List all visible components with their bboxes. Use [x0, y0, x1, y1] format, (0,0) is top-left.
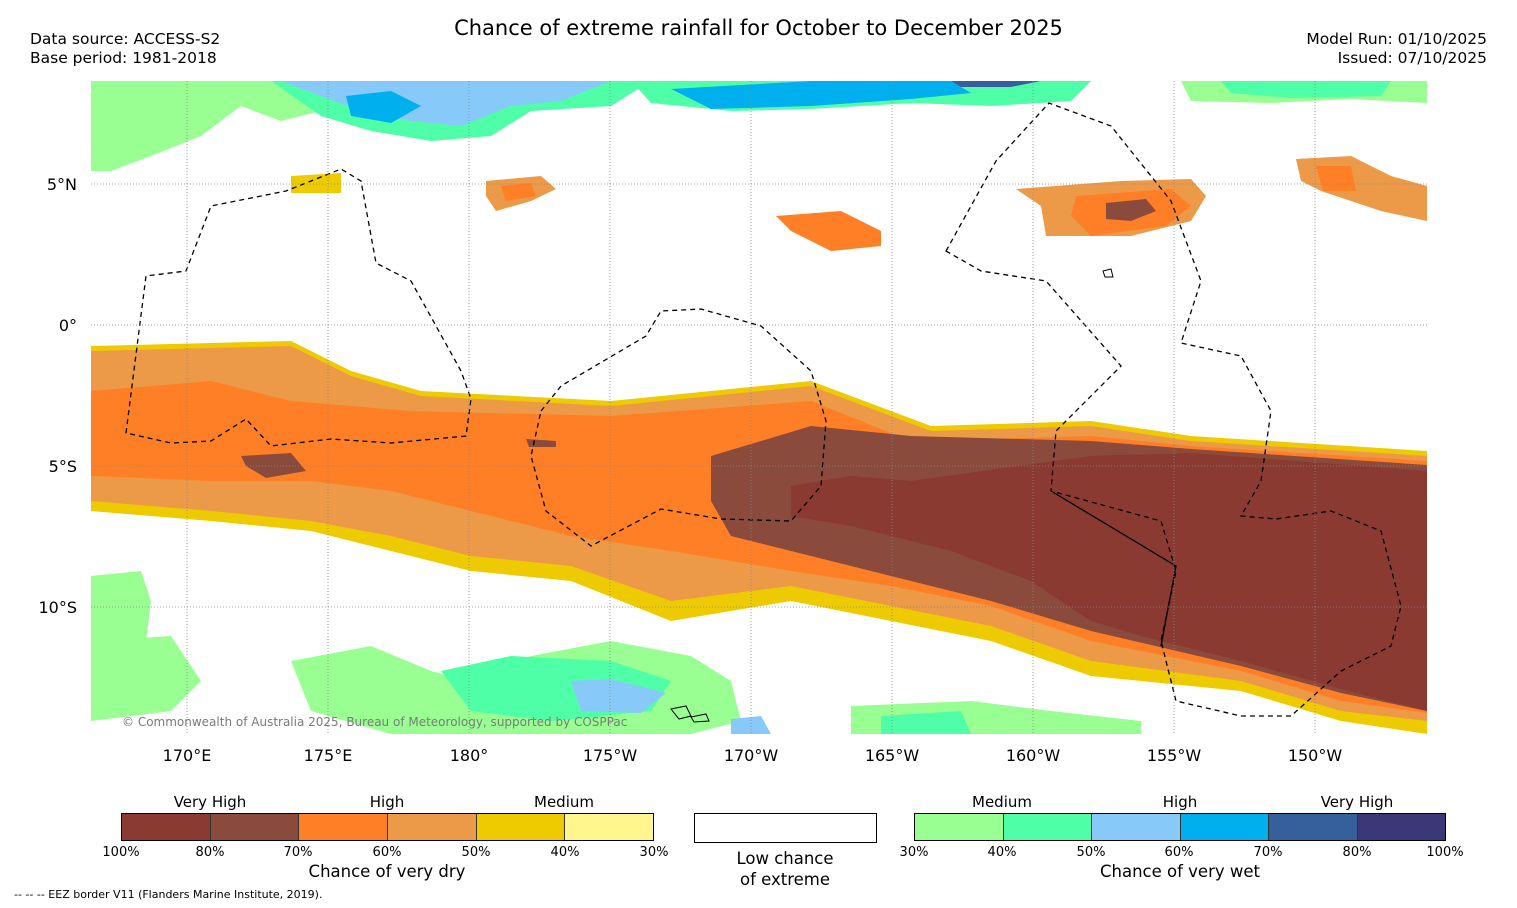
lon-label-170e: 170°E — [162, 746, 212, 765]
lon-label-165w: 165°W — [864, 746, 920, 765]
rainfall-map[interactable] — [91, 81, 1427, 734]
dry-tick-50: 50% — [461, 845, 491, 860]
dry-tick-30: 30% — [639, 845, 669, 860]
low-chance-swatch — [694, 813, 877, 843]
dry-patches-north — [291, 156, 1427, 251]
wet-swatch-1 — [915, 814, 1004, 840]
low-chance-line2: of extreme — [739, 870, 831, 889]
wet-tick-80: 80% — [1342, 845, 1372, 860]
lon-label-175w: 175°W — [582, 746, 638, 765]
dry-tick-70: 70% — [283, 845, 313, 860]
dry-caption: Chance of very dry — [308, 862, 466, 881]
dry-swatch-4 — [388, 814, 477, 840]
lon-label-150w: 150°W — [1287, 746, 1343, 765]
dry-tick-40: 40% — [550, 845, 580, 860]
data-source: Data source: ACCESS-S2 — [30, 30, 221, 48]
base-period: Base period: 1981-2018 — [30, 49, 217, 67]
dry-swatch-2 — [210, 814, 300, 840]
wet-tick-60: 60% — [1164, 845, 1194, 860]
low-chance-line1: Low chance — [736, 849, 834, 868]
lat-label-5s: 5°S — [48, 457, 77, 476]
dry-category-very-high: Very High — [173, 793, 247, 811]
dry-tick-60: 60% — [372, 845, 402, 860]
wet-region-south — [91, 571, 1141, 734]
lon-label-160w: 160°W — [1005, 746, 1061, 765]
dry-tick-100: 100% — [102, 845, 140, 860]
lon-label-155w: 155°W — [1146, 746, 1202, 765]
wet-category-very-high: Very High — [1320, 793, 1394, 811]
eez-borders — [125, 102, 1402, 717]
dry-category-high: High — [369, 793, 405, 811]
wet-tick-30: 30% — [899, 845, 929, 860]
graticule — [91, 81, 1427, 734]
lon-label-175e: 175°E — [303, 746, 353, 765]
lon-label-180: 180° — [449, 746, 489, 765]
dry-tick-80: 80% — [195, 845, 225, 860]
lat-label-5n: 5°N — [46, 175, 77, 194]
wet-swatch-5 — [1269, 814, 1358, 840]
low-chance-caption: Low chance of extreme — [685, 848, 885, 890]
wet-swatch-3 — [1092, 814, 1181, 840]
meta-right: Model Run: 01/10/2025 Issued: 07/10/2025 — [1306, 30, 1487, 68]
issued-date: Issued: 07/10/2025 — [1337, 49, 1487, 67]
dry-band-equatorial — [91, 341, 1427, 734]
dry-swatch-1 — [122, 814, 211, 840]
wet-tick-40: 40% — [987, 845, 1017, 860]
dry-swatch-6 — [565, 814, 654, 840]
eez-footnote: -- -- -- EEZ border V11 (Flanders Marine… — [14, 888, 323, 901]
wet-region-north — [91, 81, 1427, 171]
wet-colorbar — [914, 813, 1446, 841]
wet-tick-50: 50% — [1076, 845, 1106, 860]
wet-category-medium: Medium — [972, 793, 1032, 811]
model-run: Model Run: 01/10/2025 — [1306, 30, 1487, 48]
lon-label-170w: 170°W — [723, 746, 779, 765]
lat-label-0: 0° — [58, 316, 77, 335]
dry-category-medium: Medium — [534, 793, 594, 811]
wet-tick-70: 70% — [1253, 845, 1283, 860]
wet-swatch-4 — [1180, 814, 1269, 840]
dry-swatch-5 — [476, 814, 566, 840]
eez-solid-border — [1050, 490, 1177, 647]
copyright-notice: © Commonwealth of Australia 2025, Bureau… — [122, 715, 628, 729]
wet-swatch-2 — [1003, 814, 1092, 840]
dry-swatch-3 — [299, 814, 389, 840]
wet-tick-100: 100% — [1426, 845, 1464, 860]
lat-label-10s: 10°S — [38, 598, 77, 617]
dry-colorbar — [121, 813, 654, 841]
island-outlines — [670, 268, 1114, 723]
meta-left: Data source: ACCESS-S2 Base period: 1981… — [30, 30, 220, 68]
chart-title: Chance of extreme rainfall for October t… — [454, 16, 1063, 40]
wet-swatch-6 — [1357, 814, 1445, 840]
wet-category-high: High — [1162, 793, 1198, 811]
wet-caption: Chance of very wet — [1100, 862, 1260, 881]
